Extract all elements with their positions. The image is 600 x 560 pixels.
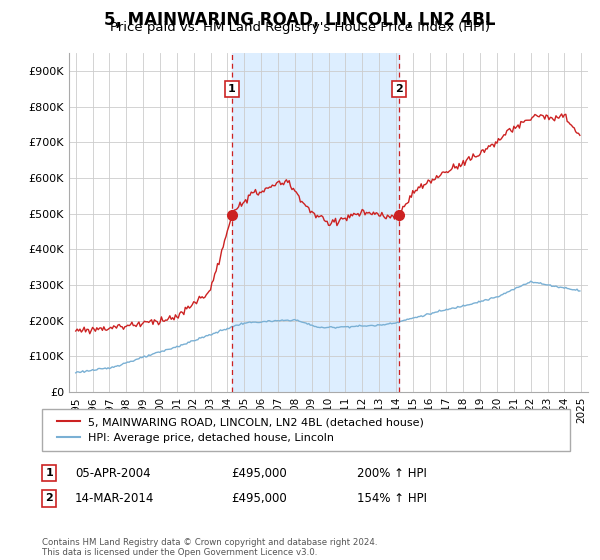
- Text: 1: 1: [228, 84, 236, 94]
- FancyBboxPatch shape: [42, 409, 570, 451]
- Text: Price paid vs. HM Land Registry's House Price Index (HPI): Price paid vs. HM Land Registry's House …: [110, 21, 490, 34]
- Text: 154% ↑ HPI: 154% ↑ HPI: [357, 492, 427, 505]
- Text: 2: 2: [46, 493, 53, 503]
- Bar: [232, 53, 399, 392]
- Text: 5, MAINWARING ROAD, LINCOLN, LN2 4BL: 5, MAINWARING ROAD, LINCOLN, LN2 4BL: [104, 11, 496, 29]
- Legend: 5, MAINWARING ROAD, LINCOLN, LN2 4BL (detached house), HPI: Average price, detac: 5, MAINWARING ROAD, LINCOLN, LN2 4BL (de…: [53, 413, 429, 447]
- Text: £495,000: £495,000: [231, 466, 287, 480]
- Text: 2: 2: [395, 84, 403, 94]
- Text: 1: 1: [46, 468, 53, 478]
- Text: Contains HM Land Registry data © Crown copyright and database right 2024.
This d: Contains HM Land Registry data © Crown c…: [42, 538, 377, 557]
- Bar: [573, 53, 588, 392]
- Text: £495,000: £495,000: [231, 492, 287, 505]
- Text: 14-MAR-2014: 14-MAR-2014: [75, 492, 154, 505]
- Text: 05-APR-2004: 05-APR-2004: [75, 466, 151, 480]
- Text: 200% ↑ HPI: 200% ↑ HPI: [357, 466, 427, 480]
